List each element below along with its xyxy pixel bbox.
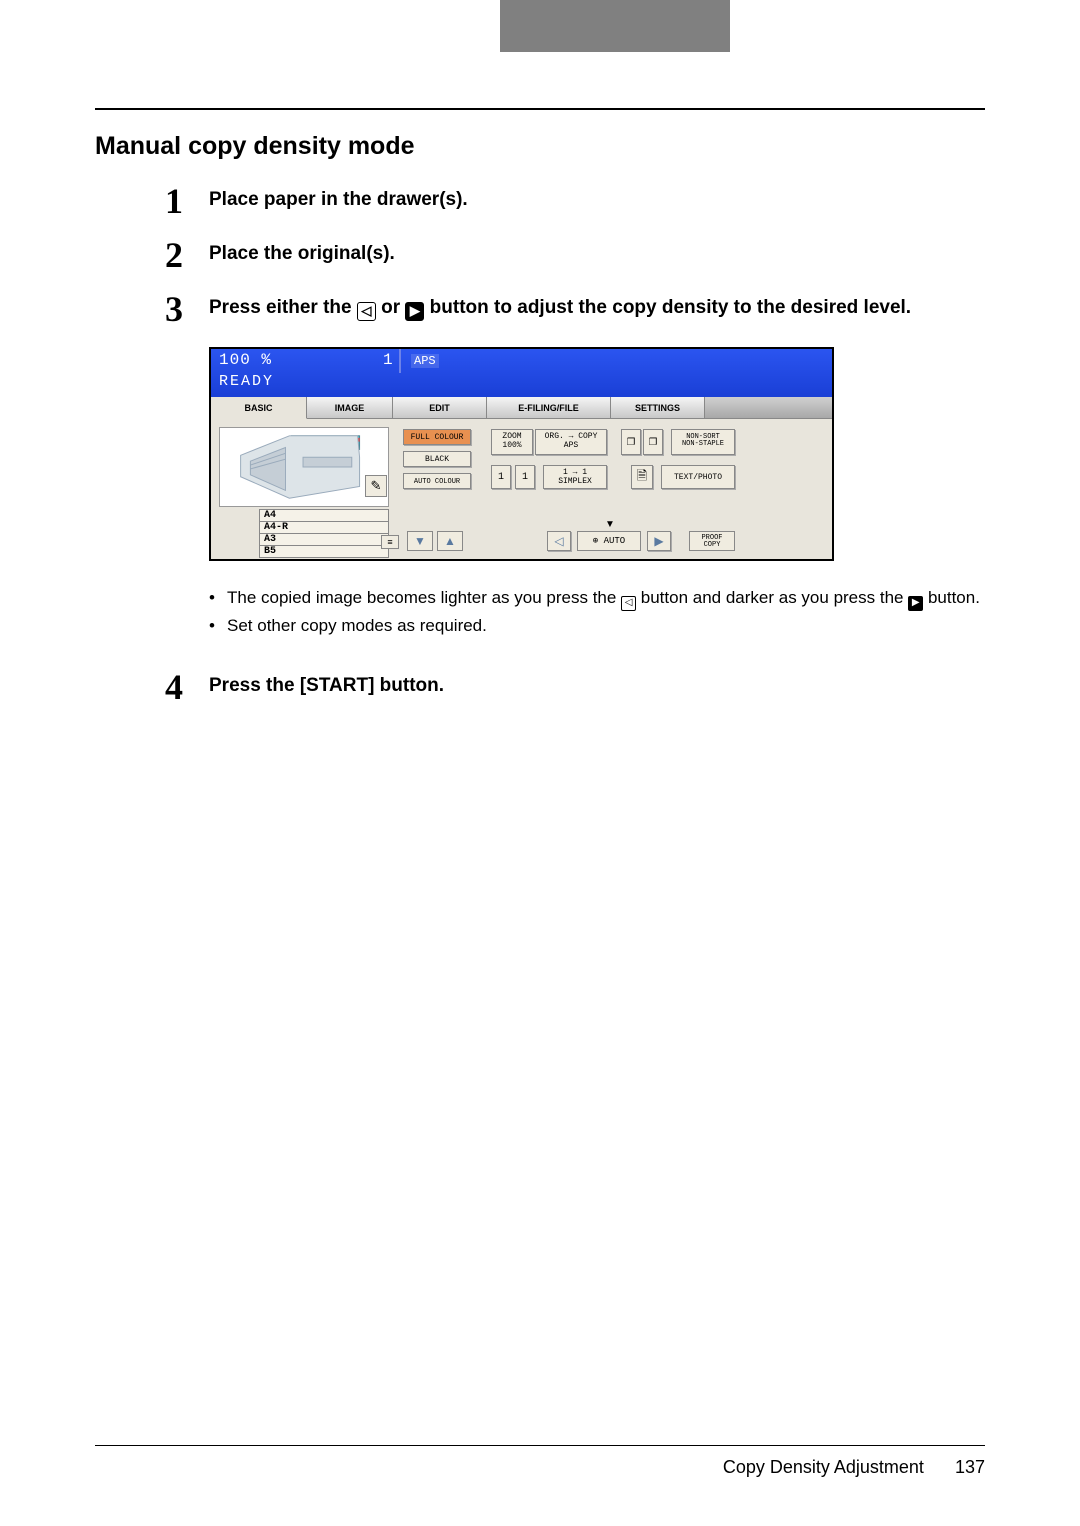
paper-b5[interactable]: B5 xyxy=(259,546,389,558)
step-number: 3 xyxy=(165,291,209,327)
lighter-icon: ◁ xyxy=(357,302,376,321)
zoom-percent: 100% xyxy=(502,441,521,450)
proof-l2: COPY xyxy=(704,541,721,549)
bullet-icon: • xyxy=(209,613,227,639)
lighter-icon: ◁ xyxy=(621,596,636,611)
step-text: Press the [START] button. xyxy=(209,673,985,699)
simplex-label1: 1 → 1 xyxy=(563,468,587,477)
darker-icon: ▶ xyxy=(908,596,923,611)
paper-a4[interactable]: A4 xyxy=(259,510,389,522)
paper-list: A4 A4-R A3 B5 xyxy=(259,509,389,558)
tab-edit[interactable]: EDIT xyxy=(393,397,487,419)
note1-mid: button and darker as you press the xyxy=(636,588,908,607)
scroll-up-button[interactable]: ▲ xyxy=(437,531,463,551)
duplex-to-icon[interactable]: 1 xyxy=(515,465,535,489)
note-item: • The copied image becomes lighter as yo… xyxy=(209,585,985,611)
note-text: The copied image becomes lighter as you … xyxy=(227,585,985,611)
footer-section: Copy Density Adjustment xyxy=(723,1457,924,1477)
org-copy-button[interactable]: ORG. → COPY APS xyxy=(535,429,607,455)
note1-pre: The copied image becomes lighter as you … xyxy=(227,588,621,607)
step-number: 1 xyxy=(165,183,209,219)
density-lighter-button[interactable]: ◁ xyxy=(547,531,571,551)
tab-image[interactable]: IMAGE xyxy=(307,397,393,419)
tab-spacer xyxy=(705,397,832,419)
non-sort-button[interactable]: NON-SORT NON-STAPLE xyxy=(671,429,735,455)
full-colour-button[interactable]: FULL COLOUR xyxy=(403,429,471,445)
org-value: APS xyxy=(564,441,578,450)
paper-a3[interactable]: A3 xyxy=(259,534,389,546)
note-text: Set other copy modes as required. xyxy=(227,613,985,639)
sort-icon-1[interactable]: ❐ xyxy=(621,429,641,455)
step-row: 2 Place the original(s). xyxy=(95,237,985,273)
darker-icon: ▶ xyxy=(405,302,424,321)
step-row: 3 Press either the ◁ or ▶ button to adju… xyxy=(95,291,985,327)
menu-icon[interactable]: ≡ xyxy=(381,535,399,549)
tab-settings[interactable]: SETTINGS xyxy=(611,397,705,419)
density-indicator: ▼ xyxy=(605,519,615,530)
auto-colour-button[interactable]: AUTO COLOUR xyxy=(403,473,471,489)
simplex-label2: SIMPLEX xyxy=(558,477,592,486)
sort-icon-2[interactable]: ❐ xyxy=(643,429,663,455)
step-text: Place the original(s). xyxy=(209,241,985,267)
step-text: Press either the ◁ or ▶ button to adjust… xyxy=(209,295,985,321)
org-label: ORG. → COPY xyxy=(545,432,598,441)
density-auto-button[interactable]: ⊕ AUTO xyxy=(577,531,641,551)
scroll-down-button[interactable]: ▼ xyxy=(407,531,433,551)
copier-panel: 100 % READY 1 APS BASIC IMAGE EDIT E-FIL… xyxy=(209,347,834,561)
page-number: 137 xyxy=(955,1457,985,1477)
divider xyxy=(399,349,401,373)
nonsort-l2: NON-STAPLE xyxy=(682,440,724,448)
file-icon-button[interactable]: 🗎 xyxy=(631,465,653,489)
section-title: Manual copy density mode xyxy=(95,132,985,161)
rule-bottom xyxy=(95,1445,985,1447)
step-number: 2 xyxy=(165,237,209,273)
note1-post: button. xyxy=(923,588,980,607)
simplex-button[interactable]: 1 → 1 SIMPLEX xyxy=(543,465,607,489)
copy-count: 1 xyxy=(383,351,393,369)
panel-header: 100 % READY 1 APS xyxy=(211,349,832,397)
text-photo-button[interactable]: TEXT/PHOTO xyxy=(661,465,735,489)
panel-tabs: BASIC IMAGE EDIT E-FILING/FILE SETTINGS xyxy=(211,397,832,419)
tab-efiling[interactable]: E-FILING/FILE xyxy=(487,397,611,419)
density-darker-button[interactable]: ▶ xyxy=(647,531,671,551)
proof-copy-button[interactable]: PROOF COPY xyxy=(689,531,735,551)
printer-diagram xyxy=(219,427,389,507)
paper-a4r[interactable]: A4-R xyxy=(259,522,389,534)
step-number: 4 xyxy=(165,669,209,705)
chapter-tab xyxy=(500,0,730,52)
edit-drawer-button[interactable]: ✎ xyxy=(365,475,387,497)
aps-label: APS xyxy=(414,354,436,368)
duplex-from-icon[interactable]: 1 xyxy=(491,465,511,489)
step-text: Place paper in the drawer(s). xyxy=(209,187,985,213)
bullet-icon: • xyxy=(209,585,227,611)
panel-body: ✎ A4 A4-R A3 B5 FULL COLOUR BLACK AUTO C… xyxy=(211,419,832,559)
note-item: • Set other copy modes as required. xyxy=(209,613,985,639)
black-button[interactable]: BLACK xyxy=(403,451,471,467)
rule-top xyxy=(95,108,985,110)
step3-part-b: or xyxy=(376,297,406,318)
ready-status: READY xyxy=(219,373,274,390)
step3-part-a: Press either the xyxy=(209,297,357,318)
zoom-value: 100 % xyxy=(219,351,272,369)
zoom-label: ZOOM xyxy=(502,432,521,441)
step-row: 1 Place paper in the drawer(s). xyxy=(95,183,985,219)
zoom-button[interactable]: ZOOM 100% xyxy=(491,429,533,455)
page-footer: Copy Density Adjustment 137 xyxy=(723,1457,985,1478)
step3-part-c: button to adjust the copy density to the… xyxy=(424,297,911,318)
tab-basic[interactable]: BASIC xyxy=(211,397,307,419)
step-row: 4 Press the [START] button. xyxy=(95,669,985,705)
